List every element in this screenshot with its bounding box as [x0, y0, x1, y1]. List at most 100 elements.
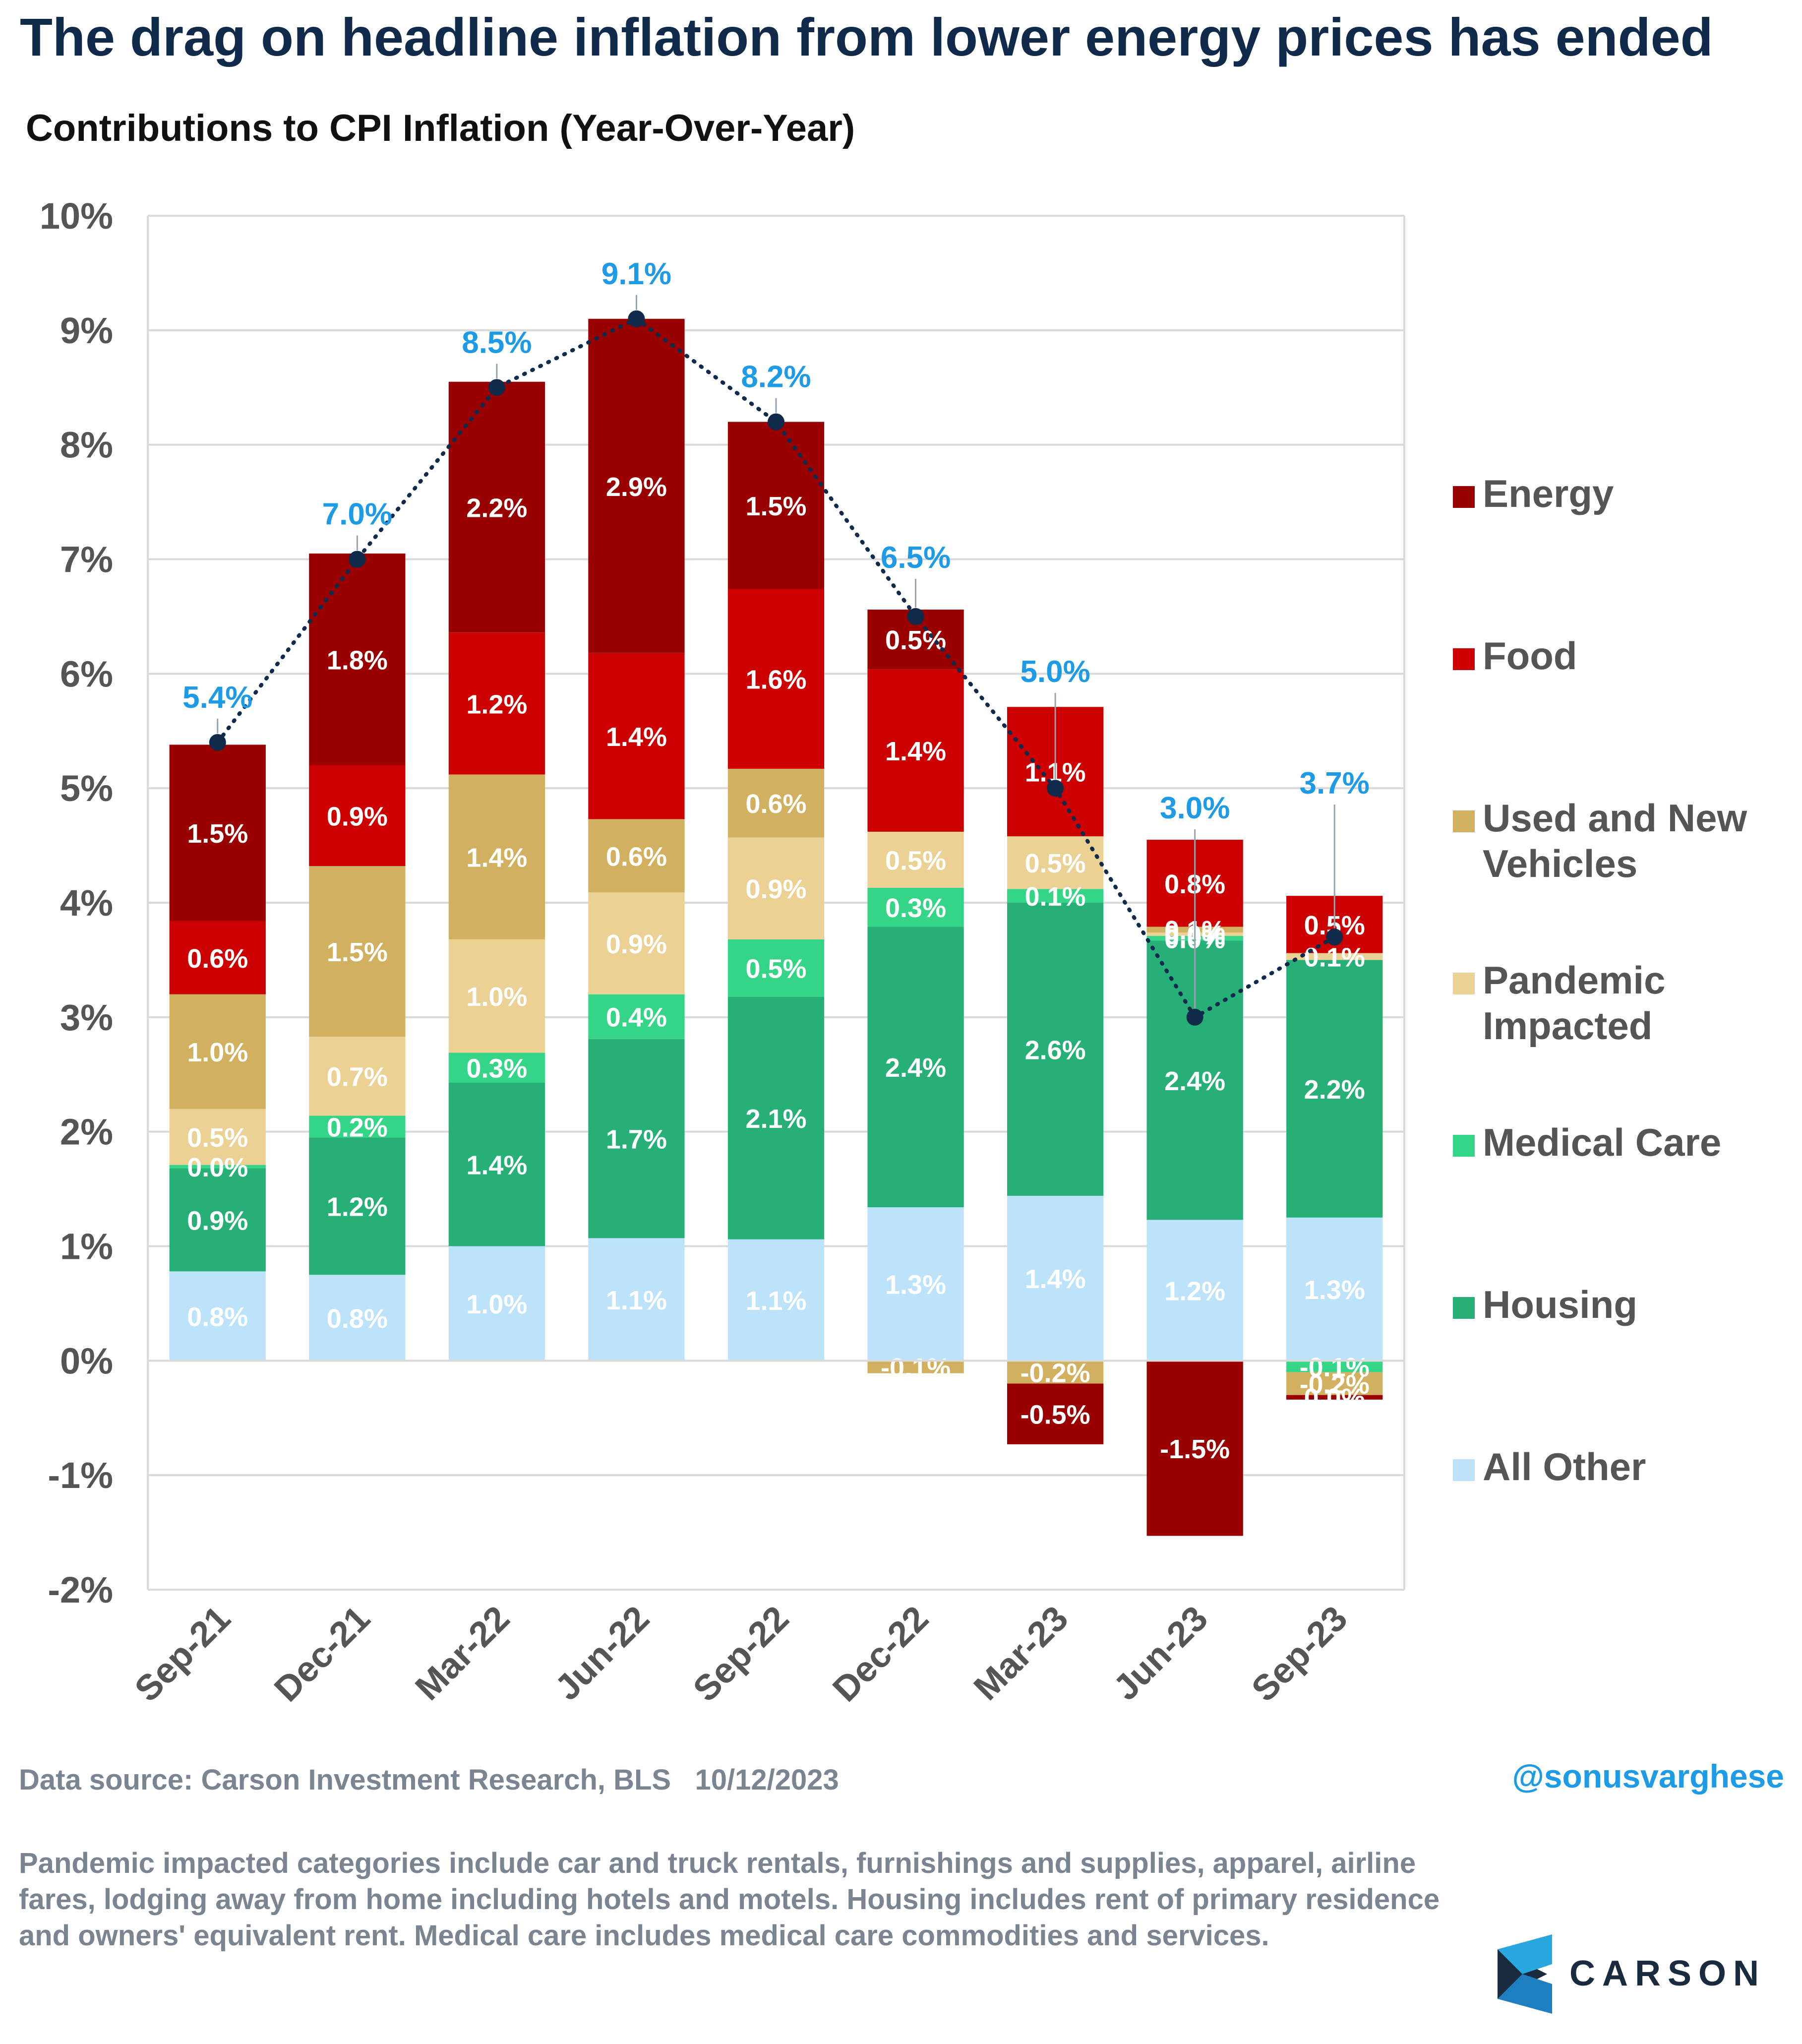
- bar-segment: [867, 887, 964, 927]
- data-label: 1.7%: [606, 1125, 667, 1155]
- data-label: 2.2%: [1304, 1075, 1365, 1105]
- headline-point: [209, 734, 226, 751]
- legend-label: Housing: [1483, 1283, 1637, 1326]
- data-label: 0.7%: [327, 1062, 388, 1092]
- bar-segment: [727, 1239, 825, 1361]
- bar-segment: [448, 381, 545, 633]
- bar-segment: [1146, 1361, 1243, 1536]
- data-label: 2.9%: [606, 472, 667, 502]
- data-label: 1.0%: [187, 1038, 248, 1067]
- legend-swatch: [1453, 973, 1475, 994]
- data-label: 1.5%: [187, 819, 248, 849]
- x-tick-label: Mar-23: [966, 1599, 1076, 1708]
- data-label: 0.3%: [466, 1053, 527, 1083]
- bar-segment: [448, 1053, 545, 1083]
- x-tick-label: Dec-21: [267, 1599, 378, 1710]
- data-label: 0.8%: [327, 1304, 388, 1334]
- y-tick-label: -1%: [48, 1455, 113, 1496]
- data-label: -0.2%: [1300, 1370, 1370, 1400]
- data-label: 0.1%: [1025, 882, 1086, 912]
- bar-segment: [169, 994, 266, 1109]
- data-label: 0.6%: [606, 842, 667, 871]
- data-label: 1.8%: [327, 645, 388, 675]
- data-label: 0.4%: [606, 1003, 667, 1033]
- data-label: 0.5%: [187, 1123, 248, 1153]
- bar-segment: [169, 1109, 266, 1165]
- legend-swatch: [1453, 810, 1475, 832]
- bar-segment: [588, 653, 685, 819]
- headline-point: [488, 379, 505, 396]
- legend-swatch: [1453, 648, 1475, 670]
- bar-segment: [1007, 903, 1104, 1196]
- data-label: 1.2%: [1164, 1276, 1225, 1306]
- bar-segment: [588, 892, 685, 994]
- bar-segment: [727, 422, 825, 589]
- x-tick-label: Sep-22: [686, 1599, 797, 1710]
- author-handle[interactable]: @sonusvarghese: [1512, 1758, 1784, 1795]
- y-tick-label: 5%: [60, 768, 113, 809]
- y-tick-label: 9%: [60, 310, 113, 351]
- bar-segment: [309, 1137, 406, 1275]
- bar-segment: [309, 1115, 406, 1138]
- x-tick-label: Mar-22: [408, 1599, 518, 1708]
- y-tick-label: 2%: [60, 1112, 113, 1153]
- bar-segment: [1146, 1220, 1243, 1361]
- y-tick-label: -2%: [48, 1569, 113, 1610]
- y-tick-label: 3%: [60, 997, 113, 1038]
- data-label: 1.4%: [606, 722, 667, 752]
- x-tick-label: Sep-23: [1244, 1599, 1355, 1710]
- data-label: 0.9%: [606, 929, 667, 959]
- data-label: 0.2%: [327, 1113, 388, 1142]
- chart-subtitle: Contributions to CPI Inflation (Year-Ove…: [26, 107, 855, 149]
- bar-segment: [727, 996, 825, 1239]
- data-label: 1.4%: [466, 843, 527, 873]
- bar-segment: [1007, 889, 1104, 903]
- bar-segment: [309, 1275, 406, 1361]
- headline-label: 3.0%: [1160, 791, 1230, 825]
- data-label: -0.2%: [1021, 1358, 1090, 1388]
- bar-segment: [867, 1207, 964, 1361]
- bar-segment: [1286, 953, 1383, 960]
- bar-segment: [867, 831, 964, 888]
- data-label: 1.4%: [466, 1150, 527, 1180]
- data-label: 1.1%: [606, 1286, 667, 1315]
- bar-segment: [309, 553, 406, 765]
- bar-segment: [169, 1165, 266, 1169]
- data-label: 0.9%: [327, 802, 388, 832]
- page-title: The drag on headline inflation from lowe…: [20, 7, 1713, 67]
- bar-segment: [169, 1271, 266, 1361]
- y-tick-label: 7%: [60, 539, 113, 580]
- bar-segment: [309, 866, 406, 1037]
- data-label: -1.5%: [1160, 1434, 1230, 1464]
- headline-point: [1047, 780, 1064, 797]
- data-label: 0.5%: [1025, 849, 1086, 878]
- bar-labels: 0.8% 0.8% 1.0% 1.1% 1.1% 1.3% 1.4% 1.2% 1.3% 0.9%…: [187, 472, 1370, 1464]
- data-label: 0.6%: [187, 944, 248, 974]
- bar-segment: [727, 837, 825, 939]
- y-tick-label: 4%: [60, 882, 113, 924]
- bar-segment: [1286, 1395, 1383, 1400]
- data-label: 2.4%: [1164, 1066, 1225, 1096]
- headline-series-line: [215, 316, 1337, 1020]
- bar-segment: [867, 927, 964, 1208]
- bar-segment: [448, 632, 545, 775]
- data-label: 0.9%: [187, 1206, 248, 1236]
- bar-segment: [448, 1246, 545, 1361]
- bar-segment: [588, 318, 685, 653]
- data-label: 0.1%: [1304, 942, 1365, 972]
- y-tick-label: 0%: [60, 1340, 113, 1381]
- legend-label: Impacted: [1483, 1004, 1652, 1048]
- bar-segment: [588, 1238, 685, 1361]
- data-label: 0.5%: [745, 954, 806, 984]
- bar-segment: [1286, 1361, 1383, 1372]
- legend-swatch: [1453, 1459, 1475, 1481]
- headline-label: 9.1%: [601, 257, 671, 291]
- carson-logo-icon: [1498, 1934, 1552, 2014]
- legend-swatch: [1453, 486, 1475, 508]
- bar-segment: [169, 921, 266, 994]
- headline-label: 7.0%: [322, 497, 392, 532]
- bar-segment: [867, 1361, 964, 1373]
- headline-label: 8.2%: [741, 360, 811, 394]
- legend-label: Vehicles: [1483, 842, 1637, 885]
